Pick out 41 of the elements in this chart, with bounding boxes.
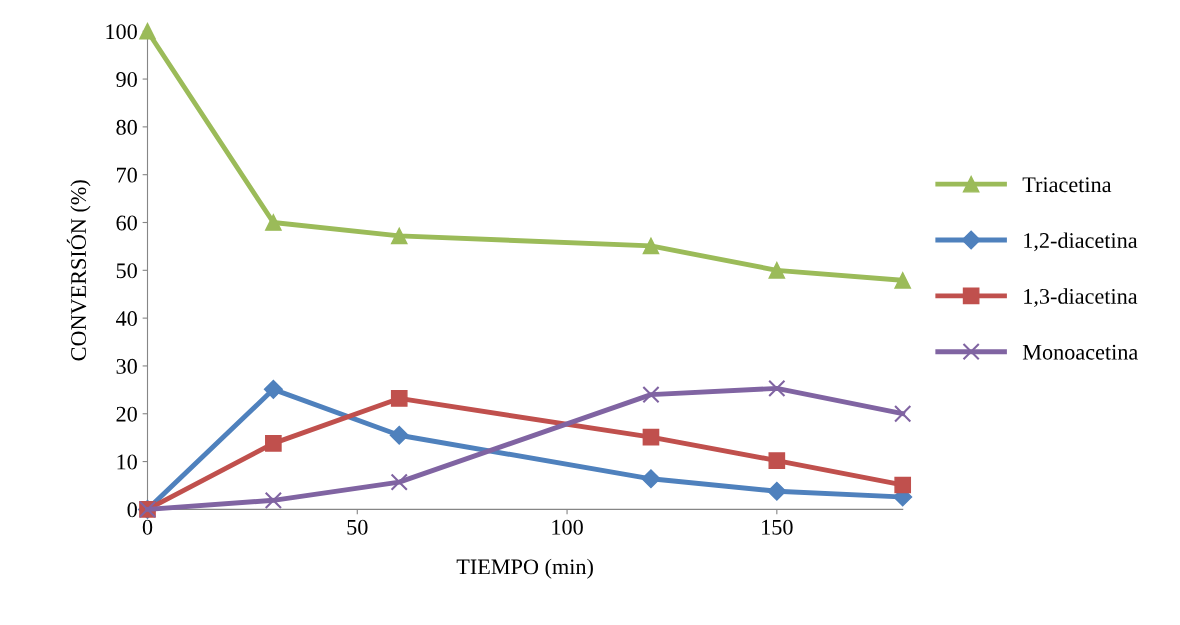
- x-tick-label: 100: [552, 519, 583, 535]
- point: [265, 435, 282, 452]
- y-tick-label: 40: [115, 311, 137, 327]
- point: [768, 452, 786, 469]
- point: [894, 405, 912, 423]
- y-axis-title: CONVERSIÓN (%): [66, 180, 91, 361]
- x-axis-title: TIEMPO (min): [456, 558, 593, 579]
- legend-label: Triacetina: [1022, 177, 1112, 193]
- point: [767, 481, 787, 501]
- point: [894, 476, 912, 494]
- y-tick-label: 0: [127, 502, 137, 518]
- y-tick-label: 50: [116, 263, 137, 279]
- point: [642, 237, 660, 255]
- y-tick-label: 20: [116, 406, 137, 422]
- legend-label: 1,3-diacetina: [1024, 288, 1138, 308]
- point: [263, 379, 283, 399]
- legend-label: Monoacetina: [1022, 344, 1138, 360]
- point: [642, 385, 660, 404]
- point: [894, 272, 912, 289]
- point: [642, 428, 660, 446]
- y-tick-label: 10: [117, 454, 137, 470]
- y-tick-label: 60: [116, 215, 137, 231]
- point: [390, 227, 408, 245]
- point: [139, 22, 156, 40]
- point: [641, 469, 661, 489]
- point: [768, 379, 786, 398]
- y-tick-label: 30: [116, 358, 137, 374]
- x-tick-label: 0: [142, 519, 153, 535]
- x-tick-label: 150: [762, 519, 793, 535]
- point: [265, 214, 282, 231]
- y-tick-label: 100: [106, 24, 137, 40]
- point: [390, 390, 408, 407]
- y-tick-label: 80: [116, 119, 137, 135]
- y-tick-label: 70: [117, 167, 137, 183]
- point: [768, 261, 786, 279]
- x-tick-label: 50: [347, 519, 368, 535]
- y-tick-label: 90: [116, 71, 137, 87]
- legend-label: 1,2-diacetina: [1024, 232, 1138, 252]
- point: [264, 491, 283, 509]
- point: [389, 425, 409, 445]
- point: [390, 473, 408, 491]
